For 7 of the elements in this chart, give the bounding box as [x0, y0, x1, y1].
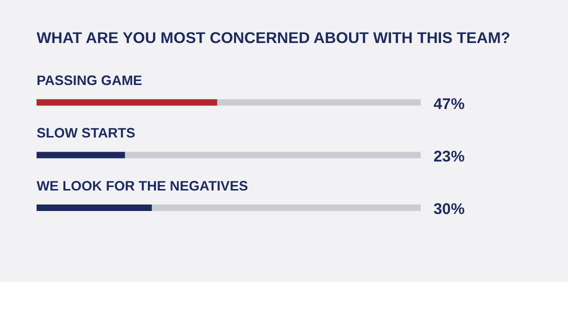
y-tick-label: PASSING GAME — [36, 73, 142, 88]
y-tick-label: WE LOOK FOR THE NEGATIVES — [36, 178, 248, 194]
y-tick-label: SLOW STARTS — [36, 126, 136, 141]
data-label: 23% — [434, 148, 465, 166]
data-label: 30% — [434, 201, 465, 218]
data-label: 47% — [434, 96, 465, 113]
chart-title: WHAT ARE YOU MOST CONCERNED ABOUT WITH THIS TEAM? — [36, 30, 510, 48]
